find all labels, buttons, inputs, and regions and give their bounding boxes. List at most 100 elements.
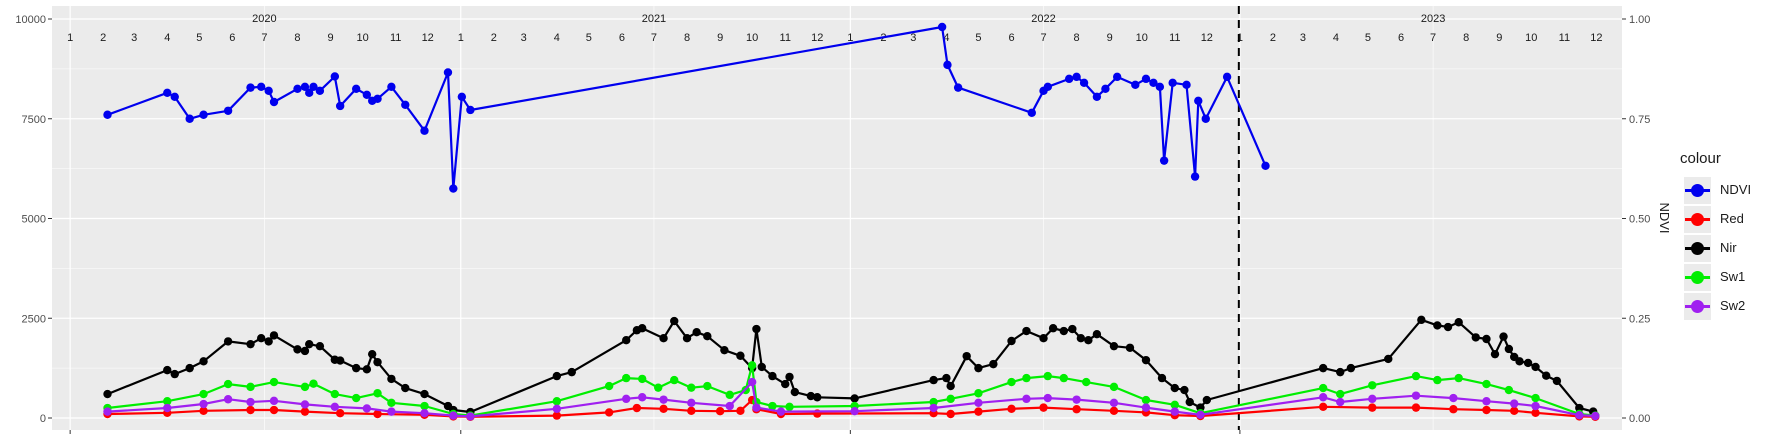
year-label-2023: 2023 — [1421, 13, 1445, 25]
data-point — [264, 86, 273, 96]
month-label: 4 — [943, 32, 949, 44]
data-point — [443, 68, 453, 77]
data-point — [567, 367, 576, 377]
data-point — [103, 407, 112, 416]
data-point — [687, 406, 696, 416]
data-point — [373, 389, 382, 398]
month-label: 10 — [1525, 32, 1537, 44]
data-point — [604, 381, 614, 391]
data-point — [682, 334, 692, 343]
month-label: 10 — [746, 32, 758, 44]
y2-tick-label: 1.00 — [1629, 14, 1650, 26]
data-point — [1022, 394, 1031, 404]
month-label: 4 — [1333, 32, 1339, 44]
data-point — [1575, 403, 1584, 413]
month-label: 8 — [1463, 32, 1469, 44]
data-point — [638, 324, 647, 333]
data-point — [1531, 401, 1540, 411]
legend-key-sw2 — [1684, 293, 1711, 320]
data-point — [604, 408, 614, 417]
data-point — [387, 374, 396, 384]
data-point — [269, 377, 279, 387]
data-point — [942, 373, 951, 383]
data-point — [420, 126, 429, 135]
month-label: 12 — [1590, 32, 1602, 44]
month-label: 9 — [1107, 32, 1113, 44]
data-point — [1433, 375, 1442, 385]
data-point — [1112, 72, 1122, 82]
series-nir — [103, 315, 1598, 417]
y-axis-left: 0 2500 5000 7500 10000 — [15, 14, 52, 425]
data-point — [1043, 393, 1052, 403]
data-point — [1141, 395, 1151, 405]
data-point — [449, 411, 458, 420]
data-point — [1591, 411, 1600, 421]
data-point — [1168, 78, 1177, 88]
data-point — [1072, 405, 1081, 414]
data-point — [692, 328, 701, 337]
month-label: 10 — [1136, 32, 1148, 44]
data-point — [1368, 381, 1377, 390]
legend-title: colour — [1680, 150, 1721, 167]
legend-label-red: Red — [1720, 211, 1744, 226]
data-point — [315, 341, 325, 351]
data-point — [1131, 80, 1140, 90]
month-label: 5 — [1365, 32, 1371, 44]
data-point — [946, 381, 955, 391]
month-label: 11 — [390, 32, 401, 44]
data-point — [687, 383, 696, 392]
data-point — [1433, 321, 1442, 330]
data-point — [687, 398, 696, 408]
month-label: 1 — [1237, 32, 1243, 44]
data-point — [223, 379, 233, 389]
data-point — [670, 316, 679, 326]
month-label: 5 — [196, 32, 202, 44]
data-point — [1149, 78, 1158, 88]
data-point — [1336, 397, 1345, 407]
data-point — [335, 356, 345, 365]
series-ndvi — [103, 22, 1270, 193]
data-point — [1368, 403, 1377, 412]
data-point — [703, 332, 712, 341]
data-point — [330, 72, 340, 81]
month-label: 9 — [1496, 32, 1502, 44]
data-point — [670, 375, 679, 385]
data-point — [946, 409, 955, 419]
data-point — [1411, 403, 1421, 412]
data-point — [1411, 391, 1421, 400]
month-label: 3 — [910, 32, 916, 44]
data-point — [703, 381, 712, 391]
data-point — [1170, 400, 1180, 410]
data-point — [813, 393, 822, 402]
data-point — [246, 405, 255, 415]
data-point — [1007, 336, 1016, 346]
data-point — [1384, 354, 1393, 364]
data-point — [373, 94, 382, 104]
legend: colour NDVI Red Nir Sw1 Sw2 — [1676, 150, 1766, 322]
data-point — [1007, 377, 1016, 387]
y2-tick-label: 0.25 — [1629, 313, 1650, 325]
month-label: 11 — [1169, 32, 1180, 44]
data-point — [1417, 315, 1426, 325]
data-point — [315, 86, 325, 96]
data-point — [1515, 357, 1524, 366]
y2-tick-label: 0.00 — [1629, 413, 1650, 425]
month-label: 2 — [1270, 32, 1276, 44]
data-point — [929, 403, 938, 413]
data-point — [747, 377, 757, 387]
legend-item-sw2: Sw2 — [1676, 293, 1766, 322]
data-point — [1064, 74, 1074, 84]
data-point — [1504, 344, 1514, 354]
year-label-2020: 2020 — [252, 13, 276, 25]
data-point — [387, 398, 396, 408]
data-point — [223, 337, 233, 346]
data-point — [293, 84, 302, 94]
legend-key-red — [1684, 206, 1711, 233]
data-point — [1454, 318, 1463, 327]
data-point — [103, 110, 112, 119]
month-label: 2 — [491, 32, 497, 44]
month-label: 12 — [811, 32, 823, 44]
gridlines — [52, 6, 1622, 430]
data-point — [466, 412, 475, 421]
